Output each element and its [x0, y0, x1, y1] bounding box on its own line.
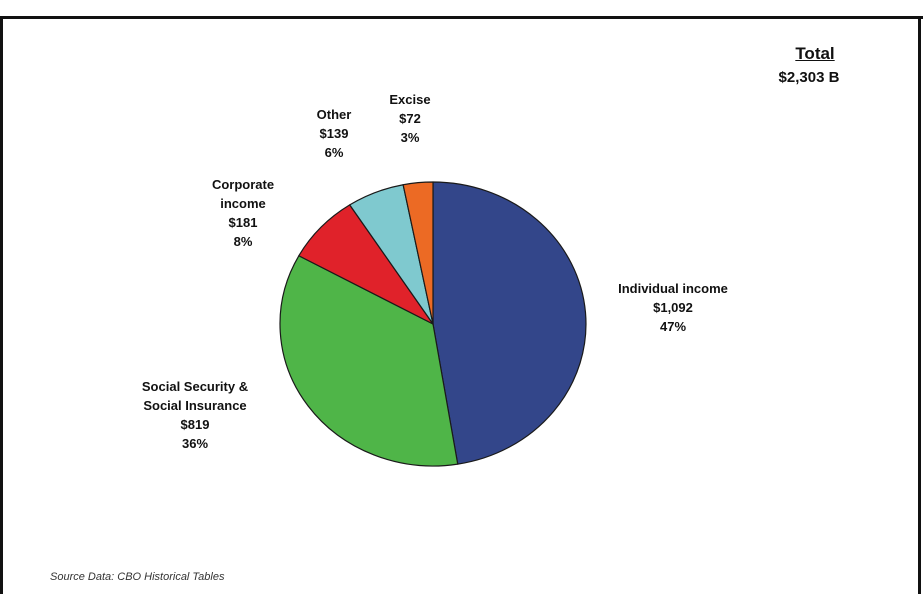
total-value: $2,303 B — [778, 69, 840, 86]
pie-slice-individual-income — [432, 181, 587, 465]
slice-name: Other — [316, 107, 352, 122]
slice-label-excise: Excise $72 3% — [320, 90, 500, 147]
slice-percent: 36% — [181, 436, 209, 451]
right-border — [918, 16, 921, 594]
slice-amount: $819 — [180, 417, 210, 432]
slice-label-other: Other $139 6% — [244, 105, 424, 162]
slice-name: Social Insurance — [143, 398, 247, 413]
slice-amount: $1,092 — [653, 300, 693, 315]
source-note: Source Data: CBO Historical Tables — [50, 571, 225, 583]
slice-label-individual-income: Individual income $1,092 47% — [583, 279, 763, 336]
slice-percent: 8% — [233, 234, 253, 249]
slice-label-social-insurance: Social Security & Social Insurance $819 36% — [105, 377, 285, 453]
slice-label-corporate-income: Corporate income $181 8% — [153, 175, 333, 251]
slice-percent: 3% — [400, 130, 420, 145]
pie-slice-excise — [402, 181, 434, 325]
top-band — [0, 0, 923, 18]
top-border — [0, 16, 923, 19]
slice-name: Individual income — [618, 281, 728, 296]
left-border — [0, 16, 3, 594]
slice-name: Excise — [389, 92, 431, 107]
slice-name: income — [220, 196, 266, 211]
slice-name: Social Security & — [141, 379, 249, 394]
slice-amount: $72 — [399, 111, 421, 126]
slice-percent: 47% — [659, 319, 687, 334]
slice-amount: $181 — [228, 215, 258, 230]
pie-slice-social-insurance — [279, 255, 459, 467]
slice-name: Corporate — [211, 177, 275, 192]
slice-amount: $139 — [319, 126, 349, 141]
total-title: Total — [795, 44, 835, 63]
slice-percent: 6% — [324, 145, 344, 160]
